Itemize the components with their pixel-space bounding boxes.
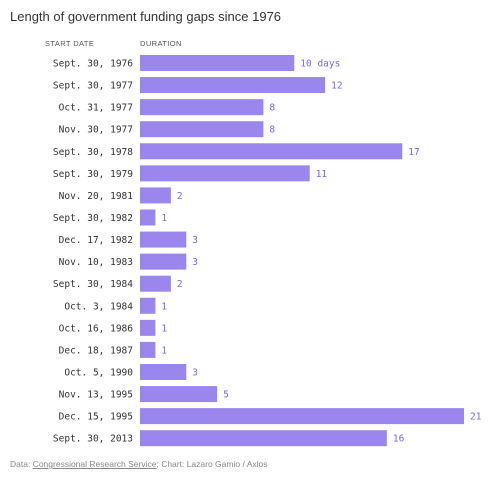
duration-header: DURATION bbox=[140, 39, 182, 48]
start-date-label: Sept. 30, 1984 bbox=[53, 279, 133, 290]
duration-value-label: 2 bbox=[177, 279, 183, 290]
start-date-label: Nov. 20, 1981 bbox=[59, 191, 134, 202]
start-date-label: Sept. 30, 2013 bbox=[53, 434, 133, 445]
duration-value-label: 10 days bbox=[300, 59, 340, 70]
duration-bar bbox=[140, 319, 156, 336]
duration-value-label: 1 bbox=[161, 301, 167, 312]
start-date-label: Nov. 30, 1977 bbox=[59, 125, 133, 136]
duration-bar bbox=[140, 209, 156, 226]
duration-value-label: 1 bbox=[161, 323, 167, 334]
duration-value-label: 3 bbox=[192, 257, 198, 268]
start-date-label: Oct. 31, 1977 bbox=[59, 103, 133, 114]
footer-prefix: Data: bbox=[10, 459, 33, 469]
duration-value-label: 5 bbox=[223, 390, 229, 401]
duration-bar bbox=[140, 386, 218, 403]
start-date-label: Sept. 30, 1982 bbox=[53, 213, 133, 224]
duration-value-label: 8 bbox=[269, 125, 275, 136]
start-date-label: Dec. 17, 1982 bbox=[59, 235, 133, 246]
duration-bar bbox=[140, 297, 156, 314]
footer-credit: ; Chart: Lazaro Gamio / Axios bbox=[156, 459, 268, 469]
duration-value-label: 16 bbox=[393, 434, 405, 445]
duration-bar bbox=[140, 363, 187, 380]
source-link[interactable]: Congressional Research Service bbox=[32, 459, 157, 469]
duration-value-label: 3 bbox=[192, 235, 198, 246]
duration-bar bbox=[140, 275, 171, 292]
start-date-label: Sept. 30, 1976 bbox=[53, 59, 133, 70]
duration-value-label: 1 bbox=[161, 213, 167, 224]
start-date-label: Dec. 15, 1995 bbox=[59, 412, 133, 423]
duration-bar bbox=[140, 55, 295, 71]
duration-bar bbox=[140, 187, 171, 204]
start-date-label: Oct. 16, 1986 bbox=[59, 323, 134, 334]
chart-title: Length of government funding gaps since … bbox=[10, 9, 282, 24]
start-date-label: Sept. 30, 1979 bbox=[53, 169, 133, 180]
duration-value-label: 21 bbox=[470, 412, 482, 423]
start-date-label: Oct. 3, 1984 bbox=[64, 301, 133, 312]
start-date-label: Oct. 5, 1990 bbox=[64, 367, 133, 378]
start-date-label: Nov. 10, 1983 bbox=[59, 257, 133, 268]
duration-bar bbox=[140, 231, 187, 248]
duration-bar bbox=[140, 77, 326, 94]
duration-bar bbox=[140, 341, 156, 358]
start-date-label: Sept. 30, 1977 bbox=[53, 81, 133, 92]
duration-bar bbox=[140, 121, 264, 138]
source-footer: Data: Congressional Research Service; Ch… bbox=[10, 459, 268, 469]
duration-value-label: 1 bbox=[161, 345, 167, 356]
duration-value-label: 8 bbox=[269, 103, 275, 114]
start-date-header: START DATE bbox=[45, 39, 95, 48]
duration-value-label: 2 bbox=[177, 191, 183, 202]
start-date-label: Nov. 13, 1995 bbox=[59, 390, 133, 401]
duration-value-label: 17 bbox=[408, 147, 419, 158]
duration-value-label: 3 bbox=[192, 367, 198, 378]
duration-bar bbox=[140, 408, 464, 425]
duration-bar bbox=[140, 253, 187, 270]
duration-value-label: 12 bbox=[331, 81, 342, 92]
duration-value-label: 11 bbox=[316, 169, 328, 180]
duration-bar bbox=[140, 143, 403, 160]
duration-bar bbox=[140, 430, 387, 447]
start-date-label: Sept. 30, 1978 bbox=[53, 147, 133, 158]
start-date-label: Dec. 18, 1987 bbox=[59, 345, 133, 356]
duration-bar bbox=[140, 165, 310, 182]
duration-bar bbox=[140, 99, 264, 116]
